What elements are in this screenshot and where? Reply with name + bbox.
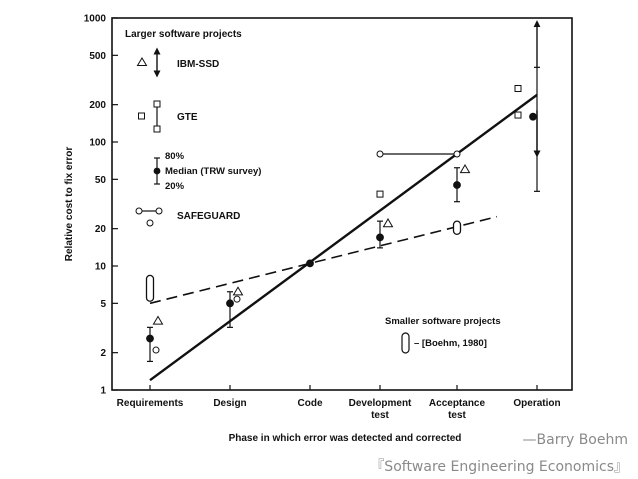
legend-safeguard-label: SAFEGUARD [177, 211, 240, 222]
boehm-capsule [145, 274, 155, 302]
median-markers [146, 112, 537, 343]
legend-safeguard-circle-left [135, 207, 143, 215]
x-tick-label: Code [298, 398, 323, 409]
ibm-triangle [459, 164, 471, 174]
gte-square [514, 85, 522, 93]
legend-larger-title: Larger software projects [125, 29, 242, 40]
x-tick-label: Requirements [117, 398, 184, 409]
y-tick-label: 100 [89, 138, 106, 149]
caption-author: —Barry Boehm [522, 432, 628, 448]
legend-safeguard-circle-right [155, 207, 163, 215]
safeguard-circle [376, 150, 384, 158]
y-axis-label: Relative cost to fix error [64, 147, 75, 262]
legend-gte-square-top [153, 100, 161, 108]
safeguard-circle [453, 150, 461, 158]
y-tick-label: 2 [100, 348, 106, 359]
legend-median-dot [153, 167, 161, 175]
y-tick-label: 200 [89, 100, 106, 111]
median-dot [226, 299, 234, 308]
plot-frame [111, 17, 573, 391]
x-tick-label: Design [213, 398, 246, 409]
y-axis-ticks: 1 2 5 10 20 50 100 200 500 1000 [84, 14, 118, 397]
y-tick-label: 5 [100, 299, 106, 310]
y-tick-label: 1000 [84, 14, 107, 25]
trend-line-smaller [149, 215, 498, 305]
legend-ibm-triangle [136, 57, 148, 66]
trend-lines [149, 93, 538, 382]
legend-median-label: Median (TRW survey) [165, 166, 261, 177]
legend-boehm-label: – [Boehm, 1980] [414, 338, 487, 349]
x-tick-label: Development test [349, 398, 412, 421]
legend-gte-square-bottom [153, 125, 161, 133]
ibm-triangle [232, 286, 244, 296]
median-dot [453, 181, 461, 189]
trend-line-larger [149, 93, 538, 382]
legend-ibm-label: IBM-SSD [177, 59, 219, 70]
legend-safeguard-circle-below [146, 219, 154, 227]
y-tick-label: 20 [95, 224, 107, 235]
legend-smaller-projects: Smaller software projects – [Boehm, 1980… [385, 316, 501, 354]
y-tick-label: 1 [100, 386, 106, 397]
gte-markers [376, 85, 522, 198]
legend-p20-label: 20% [165, 181, 185, 192]
median-dot [146, 334, 154, 343]
legend-larger-projects: Larger software projects IBM-SSD GTE 80%… [125, 29, 261, 227]
safeguard-circle [152, 346, 160, 354]
x-tick-label: Acceptance test [429, 398, 486, 421]
legend-gte-label: GTE [177, 112, 198, 123]
median-dot [529, 112, 537, 121]
boehm-capsules [145, 220, 462, 302]
safeguard-circle [233, 295, 241, 303]
legend-boehm-capsule [401, 332, 410, 354]
gte-square [376, 190, 384, 198]
x-axis-label: Phase in which error was detected and co… [229, 433, 462, 444]
safeguard-markers [152, 150, 461, 354]
boehm-capsule [452, 220, 462, 235]
y-tick-label: 50 [95, 175, 107, 186]
median-dot [306, 259, 314, 268]
ibm-markers [152, 164, 471, 325]
y-tick-label: 500 [89, 51, 106, 62]
ibm-triangle [382, 218, 394, 228]
legend-p80-label: 80% [165, 151, 185, 162]
y-tick-label: 10 [95, 262, 107, 273]
legend-smaller-title: Smaller software projects [385, 316, 501, 327]
x-tick-label: Operation [513, 398, 560, 409]
median-dot [376, 233, 384, 242]
legend-gte-square-left [138, 112, 145, 120]
gte-square [514, 111, 522, 119]
ibm-triangle [152, 315, 164, 325]
caption-book: 『Software Engineering Economics』 [370, 459, 628, 475]
x-axis-ticks: Requirements Design Code Development test Acc… [117, 385, 561, 421]
